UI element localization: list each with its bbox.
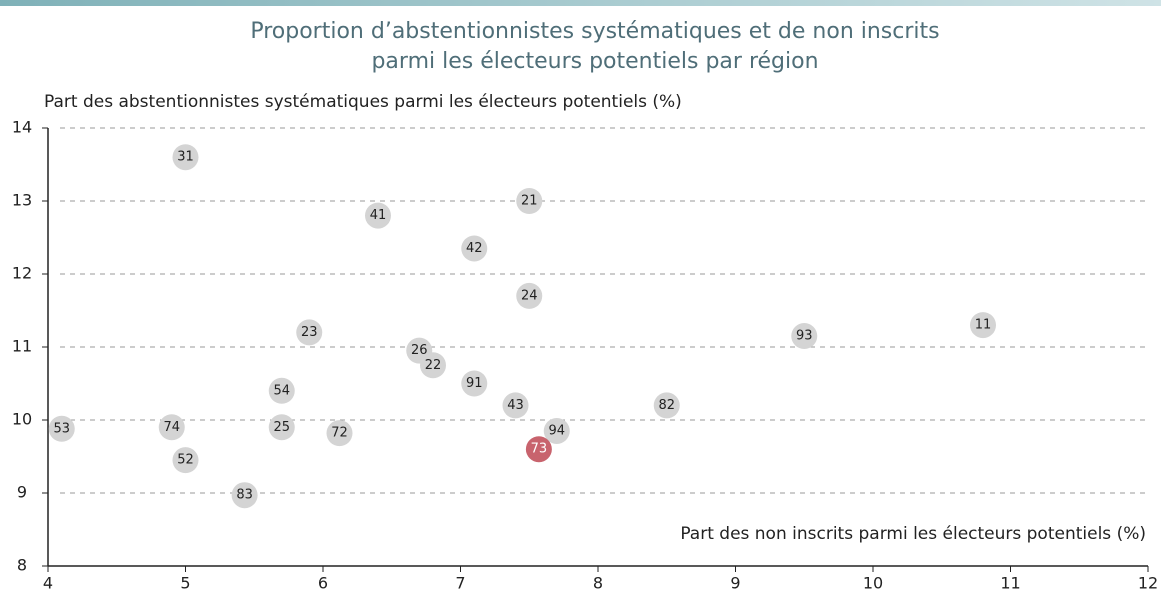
x-tick-label: 10: [863, 574, 883, 593]
x-tick-label: 12: [1138, 574, 1158, 593]
point: [172, 144, 199, 171]
point-label: 73: [531, 442, 548, 457]
chart-title: Proportion d’abstentionnistes systématiq…: [250, 19, 939, 44]
point-label: 93: [796, 329, 813, 344]
point-label: 21: [521, 194, 538, 209]
y-tick-label: 12: [12, 264, 32, 283]
y-tick-label: 9: [17, 483, 27, 502]
point: [48, 415, 75, 442]
point: [791, 323, 818, 350]
point: [502, 392, 529, 419]
point-label: 24: [521, 288, 538, 303]
point: [231, 482, 258, 509]
y-tick-label: 10: [12, 410, 32, 429]
point-label: 72: [331, 426, 348, 441]
x-tick-label: 9: [730, 574, 740, 593]
point: [268, 414, 295, 441]
point-label: 31: [177, 150, 194, 165]
point: [516, 282, 543, 309]
point-label: 25: [273, 420, 290, 435]
point-label: 53: [53, 421, 70, 436]
point: [326, 420, 353, 447]
point: [525, 436, 552, 463]
point-label: 83: [236, 488, 253, 503]
point: [158, 414, 185, 441]
point: [172, 447, 199, 474]
point: [653, 392, 680, 419]
point-label: 23: [301, 325, 318, 340]
point: [516, 188, 543, 214]
point-label: 52: [177, 453, 194, 468]
y-tick-label: 11: [12, 337, 32, 356]
point-label: 74: [163, 420, 180, 435]
y-tick-label: 8: [17, 556, 27, 575]
point-label: 22: [425, 358, 442, 373]
point-label: 41: [370, 208, 387, 223]
point: [268, 377, 295, 404]
x-tick-label: 6: [318, 574, 328, 593]
point: [461, 370, 488, 397]
x-tick-label: 8: [593, 574, 603, 593]
point-label: 54: [273, 383, 290, 398]
point-label: 26: [411, 343, 428, 358]
x-tick-label: 11: [1000, 574, 1020, 593]
point: [970, 312, 996, 339]
point-label: 82: [658, 398, 675, 413]
point-label: 43: [507, 398, 524, 413]
chart-title: parmi les électeurs potentiels par régio…: [371, 49, 818, 74]
x-tick-label: 5: [180, 574, 190, 593]
x-axis-label: Part des non inscrits parmi les électeur…: [680, 524, 1146, 544]
top-bar: [0, 0, 1161, 6]
point-label: 11: [975, 318, 992, 333]
x-tick-label: 7: [455, 574, 465, 593]
point: [461, 235, 488, 262]
x-tick-label: 4: [43, 574, 53, 593]
point: [543, 417, 570, 444]
point: [365, 202, 391, 229]
y-tick-label: 14: [12, 118, 32, 137]
point: [296, 319, 323, 346]
point-label: 94: [548, 423, 565, 438]
point-label: 42: [466, 241, 483, 256]
point-label: 91: [466, 376, 483, 391]
y-axis-label: Part des abstentionnistes systématiques …: [44, 92, 682, 112]
point: [420, 352, 446, 379]
y-tick-label: 13: [12, 191, 32, 210]
